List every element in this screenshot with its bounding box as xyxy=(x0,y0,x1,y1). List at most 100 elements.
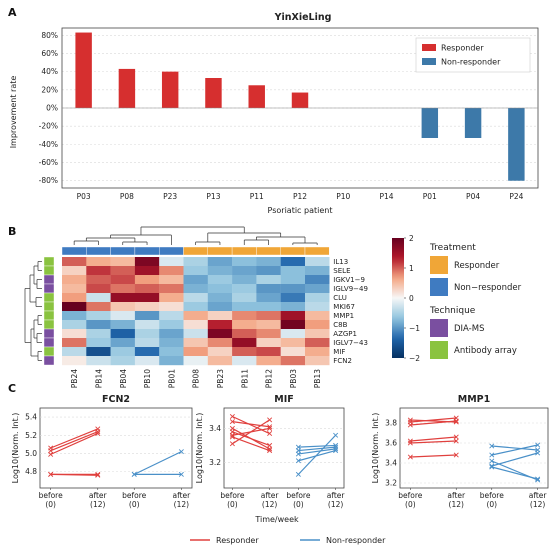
bar-x-axis-label: Psoriatic patient xyxy=(268,206,333,215)
heatmap-column-label: PB04 xyxy=(119,369,128,388)
heatmap-cell xyxy=(134,275,160,285)
paired-marker xyxy=(489,452,495,458)
line-x-tick-label: after xyxy=(172,491,191,500)
heatmap-row-label: MMP1 xyxy=(333,312,354,320)
bar-legend-swatch xyxy=(422,58,436,65)
heatmap-cell xyxy=(134,347,160,357)
heatmap-cell xyxy=(207,293,233,303)
line-y-tick-label: 3.8 xyxy=(385,419,397,428)
legend-responder-label: Responder xyxy=(216,536,259,545)
heatmap-cell xyxy=(86,266,111,276)
bar-x-tick-label: P13 xyxy=(206,192,220,201)
paired-marker xyxy=(407,440,413,446)
heatmap-cell xyxy=(62,320,87,330)
heatmap-column-label: PB24 xyxy=(70,369,79,388)
heatmap-column-label: PB23 xyxy=(216,369,225,388)
treatment-legend-swatch xyxy=(430,256,448,274)
heatmap-cell xyxy=(207,302,233,312)
heatmap-cell xyxy=(183,266,208,276)
technique-legend-title: Technique xyxy=(429,306,476,316)
bar-legend-label: Responder xyxy=(441,44,484,53)
paired-marker xyxy=(407,417,413,423)
heatmap-cell xyxy=(62,293,87,303)
colorbar-tick-label: 1 xyxy=(409,264,414,273)
heatmap-column-label: PB08 xyxy=(192,369,201,388)
paired-line xyxy=(410,436,457,442)
heatmap-cell xyxy=(159,356,184,366)
heatmap-cell xyxy=(134,320,160,330)
heatmap-cell xyxy=(86,302,111,312)
heatmap-cell xyxy=(86,329,111,339)
heatmap-cell xyxy=(256,347,281,357)
colorbar-tick-label: 0 xyxy=(409,294,414,303)
heatmap-cell xyxy=(305,347,330,357)
technique-annotation-cell xyxy=(43,292,55,303)
heatmap-cell xyxy=(183,347,208,357)
paired-marker xyxy=(535,450,541,456)
bar-P04 xyxy=(464,108,482,138)
heatmap-cell xyxy=(183,320,208,330)
heatmap-cell xyxy=(232,284,257,294)
paired-marker xyxy=(535,442,541,448)
treatment-annotation-cell xyxy=(256,246,281,256)
bar-P03 xyxy=(75,32,92,108)
paired-line xyxy=(133,451,182,475)
paired-line xyxy=(50,432,99,455)
line-x-tick-label: (0) xyxy=(405,500,416,509)
paired-line xyxy=(410,417,457,423)
heatmap-cell xyxy=(86,257,111,267)
bar-P11 xyxy=(248,85,265,108)
line-y-tick-label: 5.2 xyxy=(25,431,37,440)
heatmap-cell xyxy=(256,293,281,303)
line-x-tick-label: before xyxy=(480,491,505,500)
heatmap-cell xyxy=(305,311,330,321)
heatmap-cell xyxy=(280,266,306,276)
heatmap-cell xyxy=(232,302,257,312)
heatmap-cell xyxy=(280,320,306,330)
line-x-tick-label: (0) xyxy=(129,500,140,509)
treatment-annotation-cell xyxy=(134,246,160,256)
heatmap-cell xyxy=(305,284,330,294)
heatmap-cell xyxy=(256,302,281,312)
heatmap-cell xyxy=(305,257,330,267)
paired-marker xyxy=(295,458,301,464)
treatment-annotation-cell xyxy=(61,246,87,256)
technique-annotation-cell xyxy=(43,355,55,366)
heatmap-row-label: AZGP1 xyxy=(333,330,357,338)
heatmap-row-label: SELE xyxy=(333,267,350,275)
line-x-tick-label: after xyxy=(447,491,466,500)
paired-marker xyxy=(535,476,541,482)
line-y-tick-label: 3.4 xyxy=(209,424,221,433)
heatmap-column-label: PB10 xyxy=(143,369,152,388)
heatmap-cell xyxy=(183,338,208,348)
heatmap-cell xyxy=(110,284,136,294)
paired-marker xyxy=(453,419,459,425)
heatmap-cell xyxy=(232,338,257,348)
bar-y-tick-label: 80% xyxy=(41,31,58,40)
paired-line xyxy=(298,448,336,455)
colorbar xyxy=(392,238,404,358)
treatment-legend-title: Treatment xyxy=(429,243,476,253)
line-x-tick-label: before xyxy=(122,491,147,500)
heatmap-cell xyxy=(207,275,233,285)
bar-y-tick-label: -40% xyxy=(39,140,58,149)
paired-marker xyxy=(95,429,101,435)
line-chart-title: MIF xyxy=(274,394,293,405)
bar-x-tick-label: P14 xyxy=(380,192,394,201)
line-x-tick-label: after xyxy=(529,491,548,500)
bar-chart: 80% 60% 40% 20% 0% -20% -40% -60% -80% P03 P08 P23 P… xyxy=(39,27,539,201)
bar-P24 xyxy=(508,108,525,181)
bar-y-axis-label: Improvement rate xyxy=(9,76,18,149)
heatmap-row-label: MIF xyxy=(333,348,345,356)
heatmap-cell xyxy=(134,284,160,294)
paired-marker xyxy=(229,432,235,438)
colorbar-tick-label: −2 xyxy=(409,354,420,363)
heatmap-cell xyxy=(62,311,87,321)
heatmap-cell xyxy=(159,329,184,339)
paired-marker xyxy=(229,441,235,447)
heatmap-cell xyxy=(110,311,136,321)
paired-marker xyxy=(295,471,301,477)
bar-chart-title: YinXieLing xyxy=(274,12,332,23)
line-y-tick-label: 4.8 xyxy=(25,467,37,476)
line-x-tick-label: after xyxy=(261,491,280,500)
